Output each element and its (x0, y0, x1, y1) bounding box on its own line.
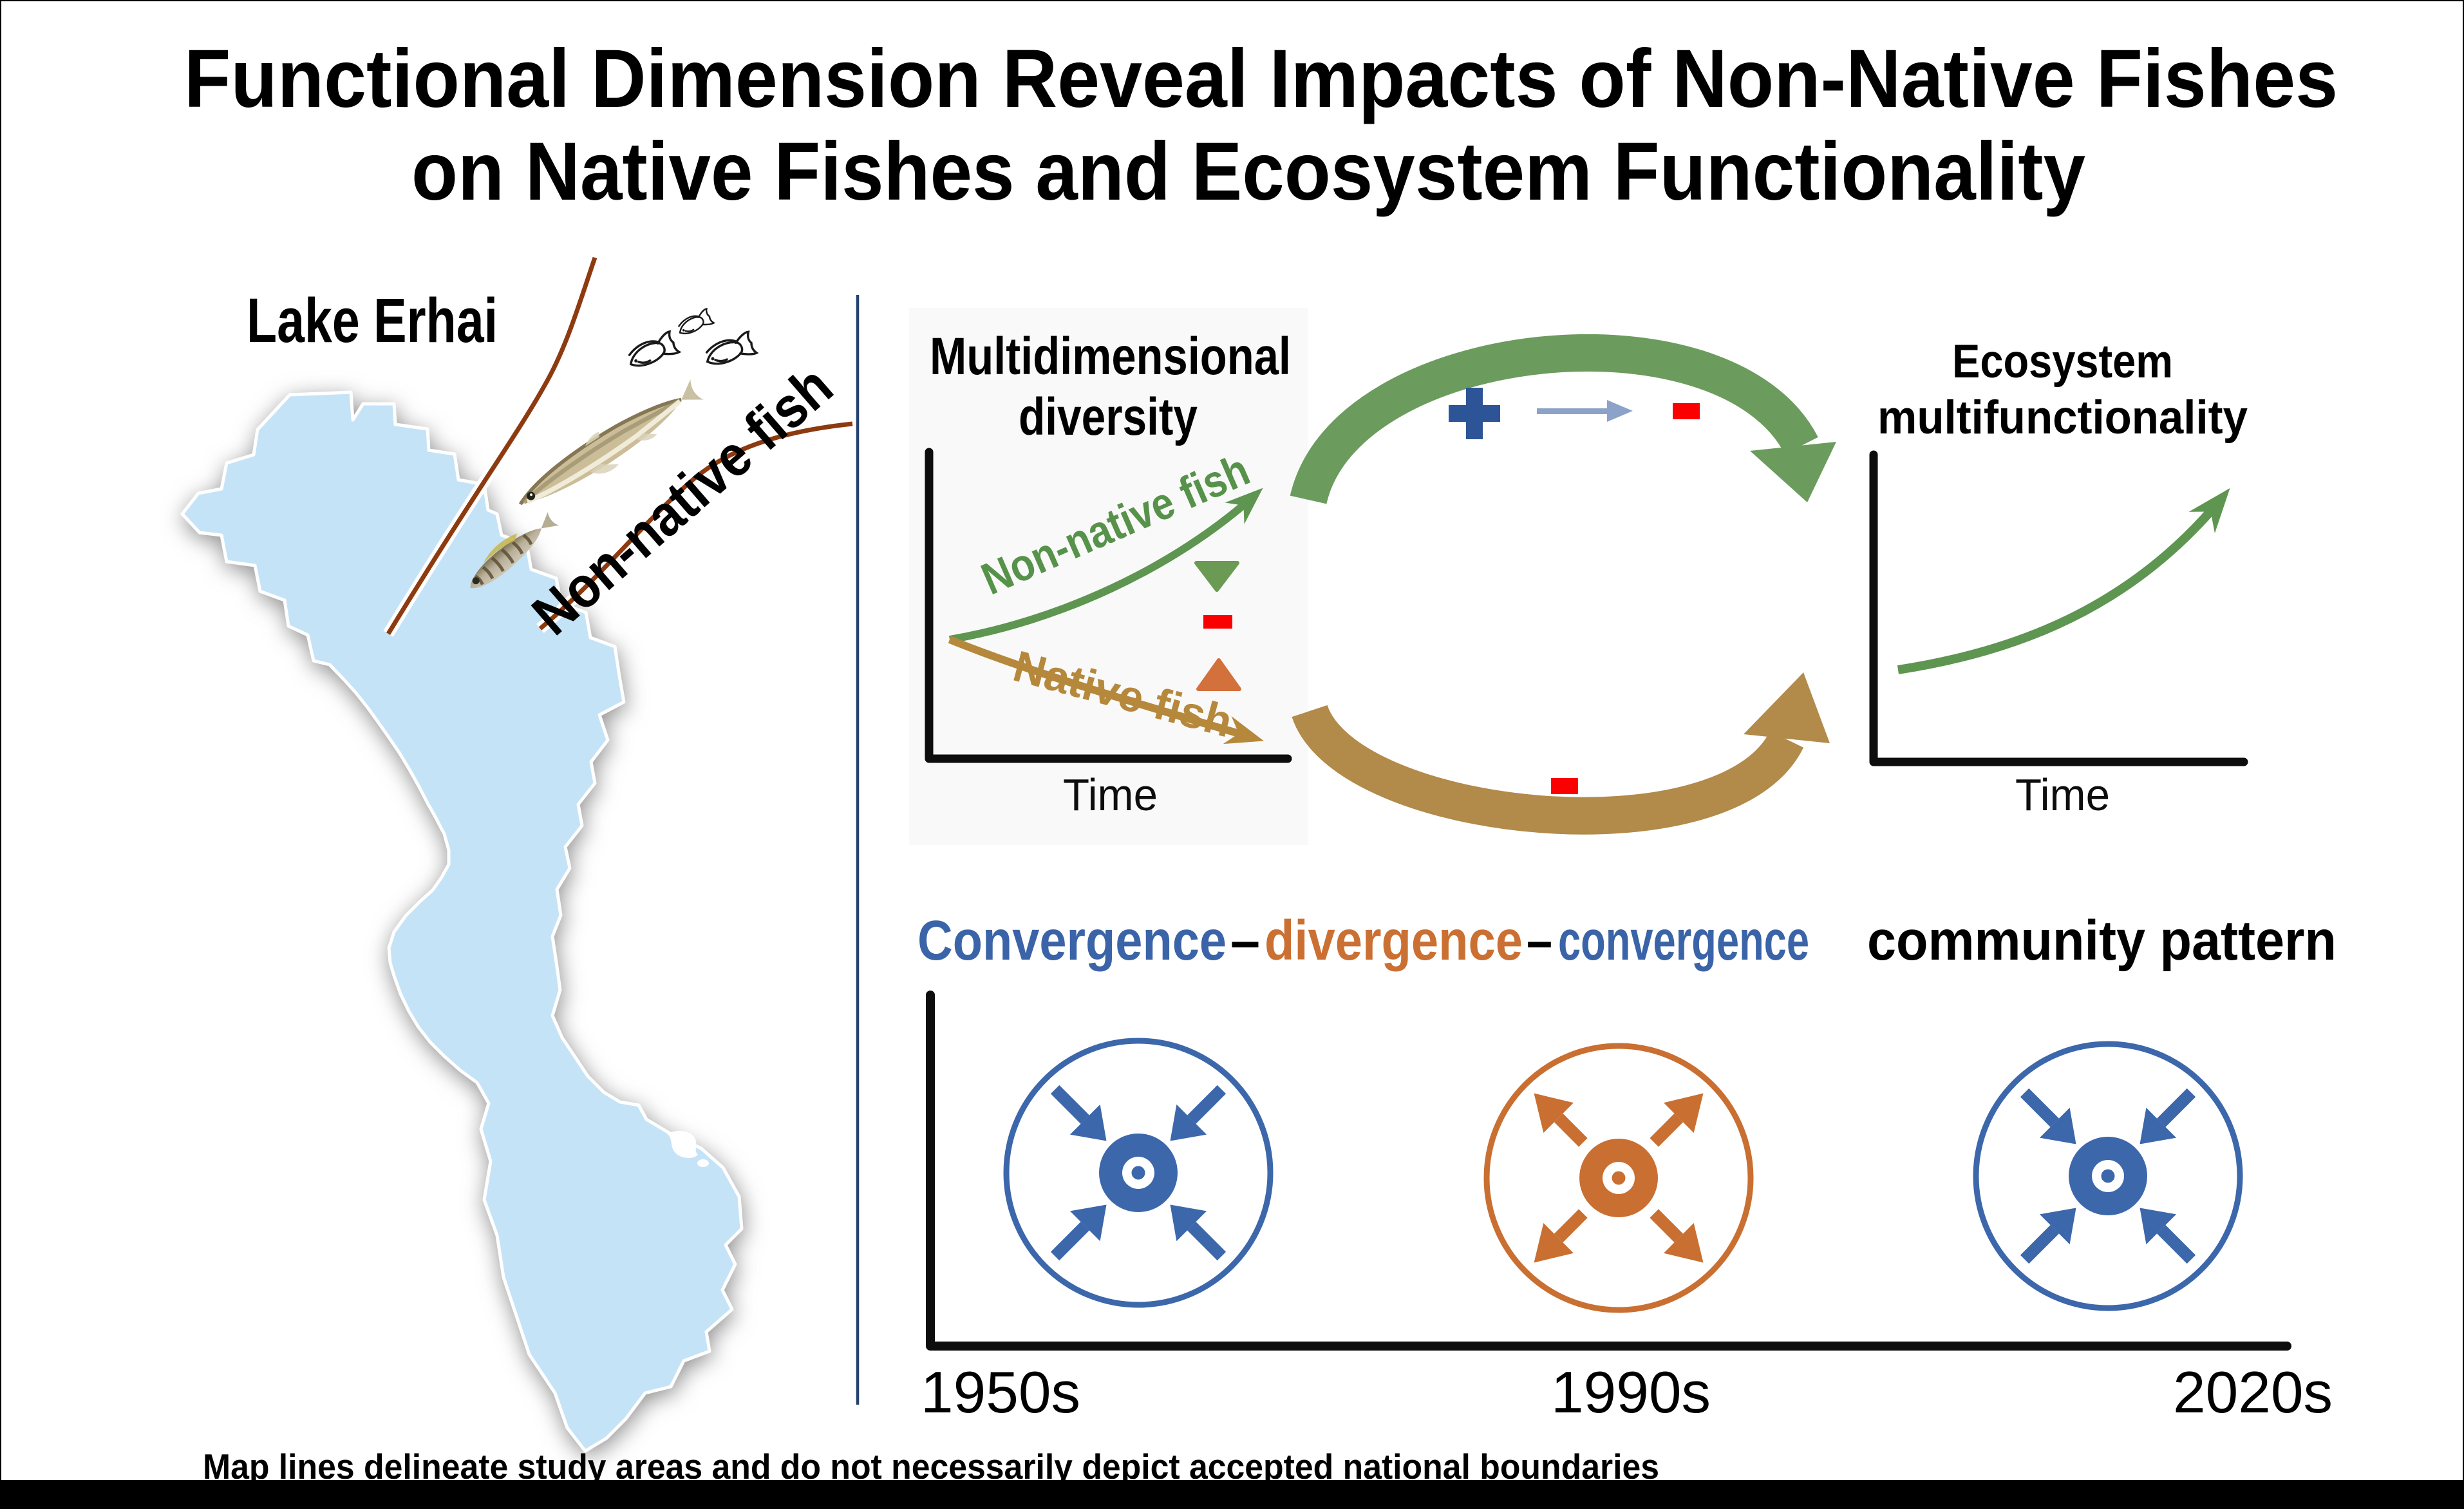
svg-text:Lake Erhai: Lake Erhai (247, 285, 498, 356)
svg-text:convergence: convergence (1558, 909, 1809, 972)
svg-text:Functional Dimension Reveal Im: Functional Dimension Reveal Impacts of N… (184, 33, 2338, 125)
svg-text:Map lines delineate study area: Map lines delineate study areas and do n… (203, 1447, 1659, 1486)
svg-text:community pattern: community pattern (1867, 909, 2337, 972)
svg-text:2020s: 2020s (2173, 1360, 2333, 1425)
svg-text:Convergence: Convergence (917, 909, 1227, 972)
svg-text:diversity: diversity (1019, 388, 1198, 446)
svg-text:1990s: 1990s (1551, 1360, 1711, 1425)
svg-text:–: – (1230, 909, 1260, 972)
svg-text:on Native Fishes and Ecosystem: on Native Fishes and Ecosystem Functiona… (411, 126, 2085, 218)
svg-text:–: – (1527, 909, 1552, 972)
svg-text:Time: Time (2015, 770, 2110, 820)
svg-text:divergence: divergence (1265, 909, 1523, 972)
svg-text:Time: Time (1063, 770, 1158, 820)
svg-text:Ecosystem: Ecosystem (1952, 336, 2173, 388)
svg-text:multifunctionality: multifunctionality (1877, 392, 2248, 444)
svg-text:Multidimensional: Multidimensional (930, 327, 1291, 386)
svg-text:1950s: 1950s (921, 1360, 1080, 1425)
